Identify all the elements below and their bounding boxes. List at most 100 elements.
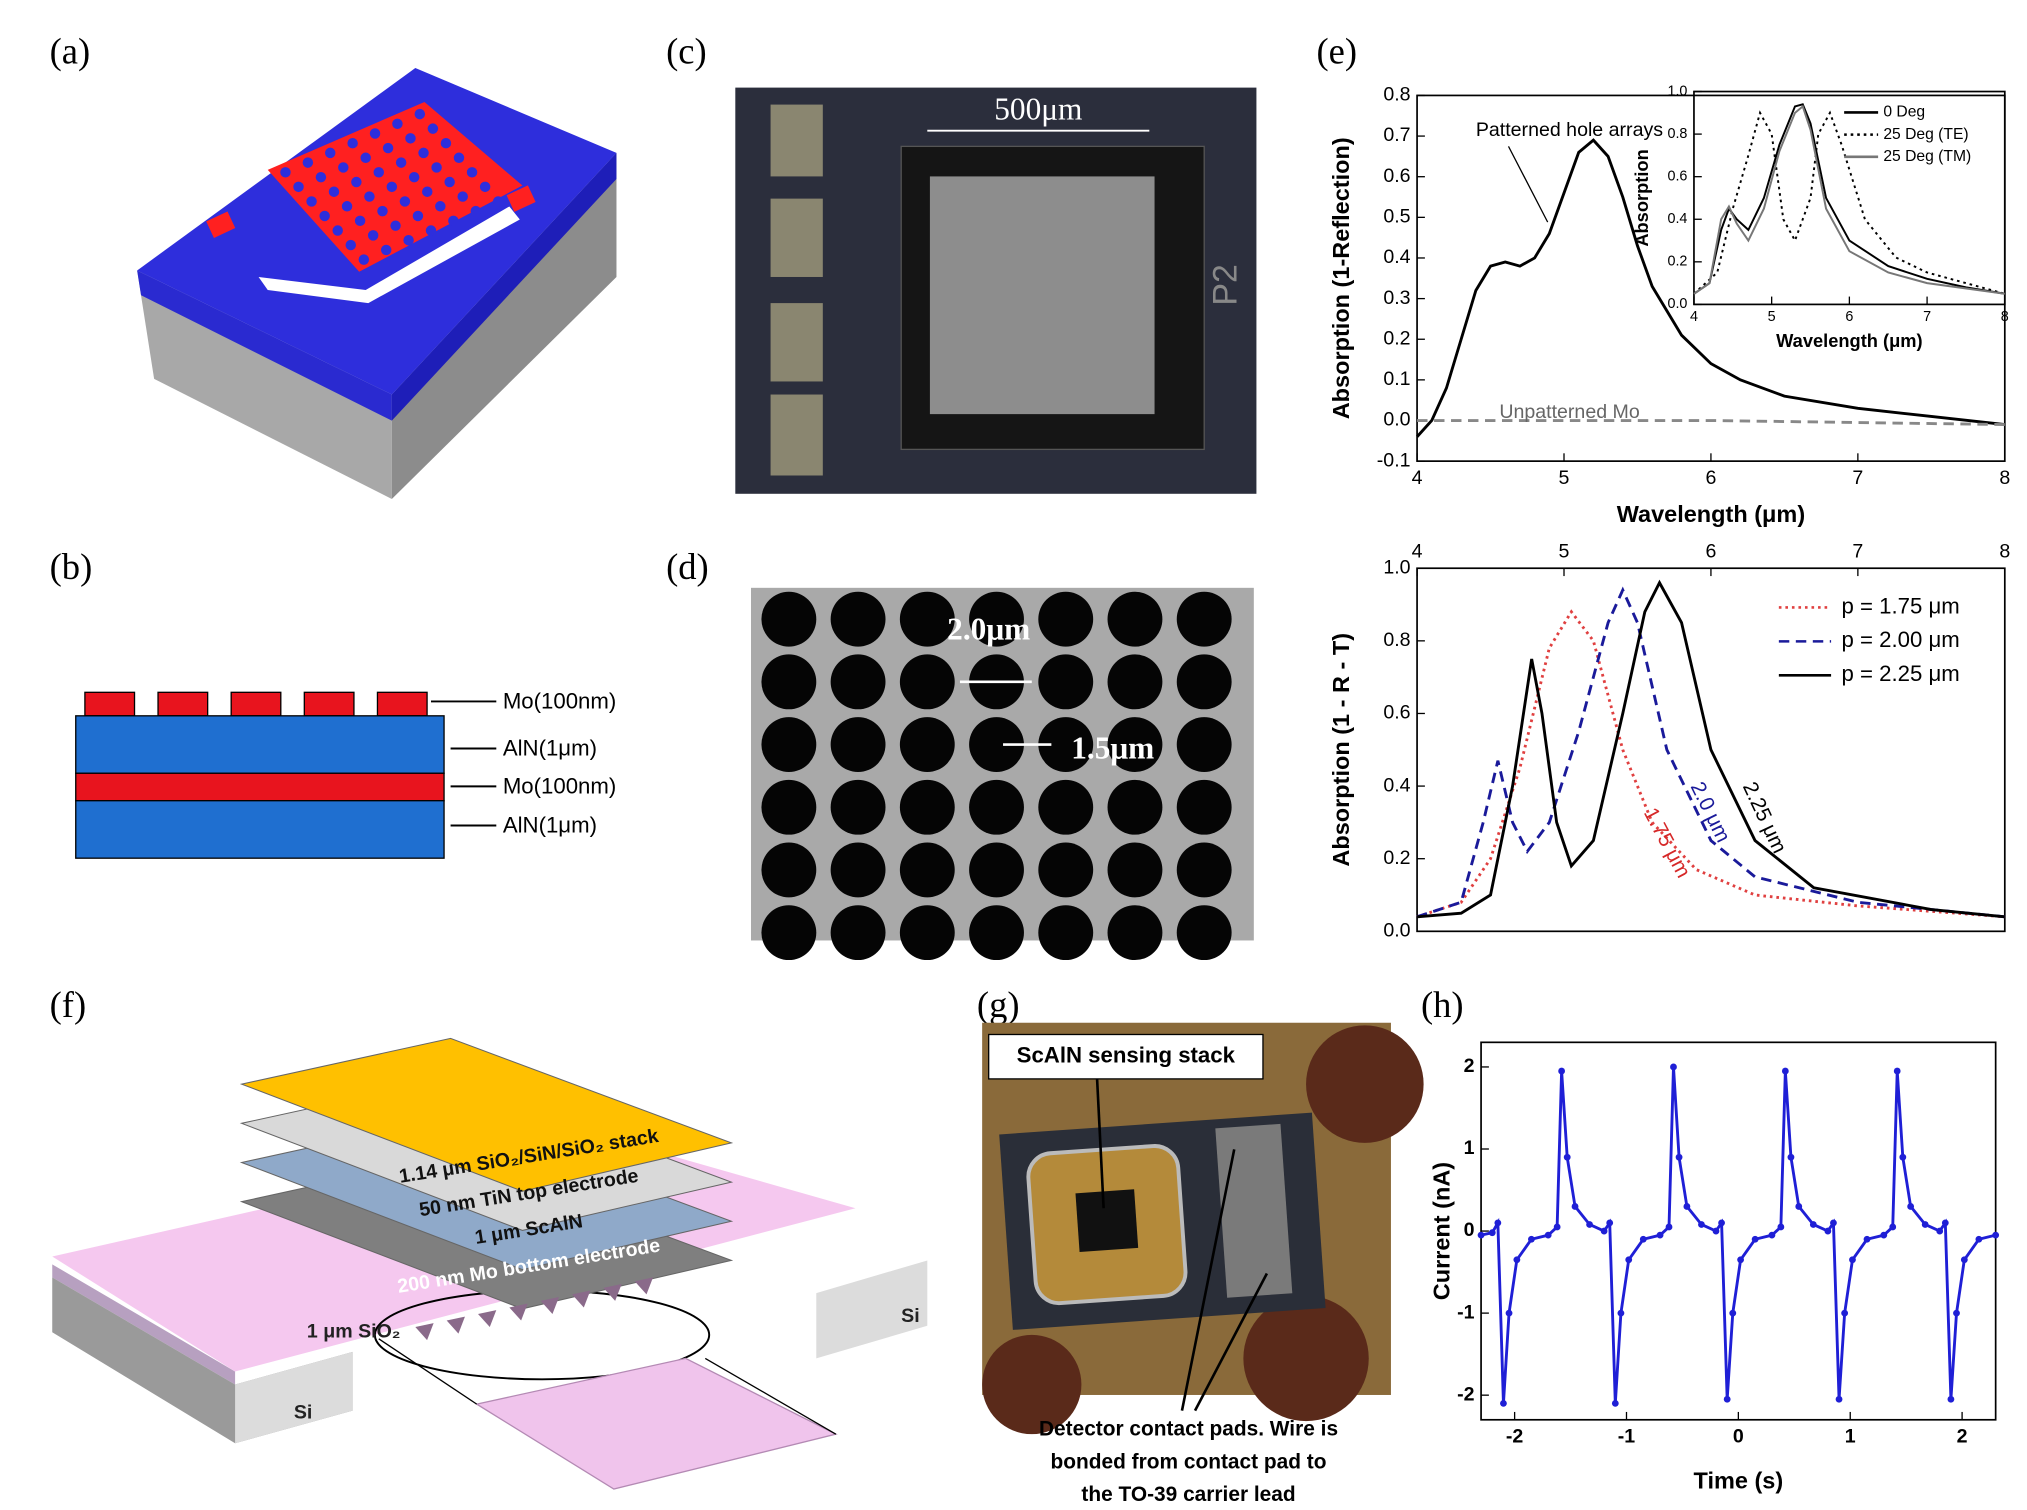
hole [969,779,1024,835]
layer-label: AlN(1μm) [503,813,597,838]
cavity [415,1323,434,1341]
hole [899,654,955,710]
mo-bump [84,691,136,717]
pad [770,198,823,277]
cavity [446,1316,465,1334]
y-tick-label: 0.0 [1667,296,1687,312]
callout-box [988,1033,1264,1080]
data-point [1975,1235,1983,1243]
series-line [1417,419,2005,427]
hole [453,152,465,163]
hole [830,905,886,961]
series-annotation: Patterned hole arrays [1476,119,1663,141]
stack-layer [239,1037,734,1192]
x-tick-label: 5 [1559,467,1570,489]
zoom-membrane [474,1357,838,1490]
hole [899,905,955,961]
hole [444,176,455,188]
data-point [1907,1203,1915,1210]
series-line [1416,609,2005,919]
hole [761,591,817,647]
hole [1176,654,1232,710]
y-axis-label: Absorption (1-Reflection) [1328,137,1354,419]
hole [386,181,398,193]
y-tick-label: 1.0 [1383,556,1410,578]
panel-label: (g) [977,984,1020,1025]
cavity [572,1290,591,1308]
pad [770,394,823,476]
curve-annotation: 2.25 μm [1738,778,1791,856]
hole [425,225,437,236]
callout-text: ScAlN sensing stack [1017,1043,1236,1068]
hole [830,591,886,647]
pad [770,303,823,382]
hole [1038,591,1094,647]
hole [341,201,353,212]
data-point [1737,1256,1744,1264]
data-point [1768,1231,1776,1239]
series-line [1416,138,2005,438]
hole [373,167,384,178]
y-tick-label: 0.0 [1383,919,1410,941]
data-point [1941,1219,1949,1227]
data-point [1656,1231,1664,1239]
y-tick-label: 2 [1464,1055,1475,1077]
hole [358,254,370,265]
hole [761,779,817,835]
hole [293,181,304,193]
y-tick-label: -2 [1457,1383,1475,1405]
x-tick-label: 6 [1845,309,1853,325]
x-tick-label: 4 [1690,309,1698,325]
callout-arrow [1193,1272,1269,1412]
data-point [1500,1399,1507,1407]
mo-bump [230,691,282,717]
hole [1107,717,1163,772]
membrane-edge [52,1264,236,1385]
data-point [1494,1219,1502,1227]
y-tick-label: 0.8 [1383,629,1410,651]
hole [403,235,414,246]
x-tick-label: 4 [1412,467,1423,489]
hole [390,220,401,231]
hole [1107,779,1163,835]
panel-label: (f) [50,984,87,1025]
series-line [1693,104,2005,295]
hole [1176,842,1232,898]
y-tick-label: 0.6 [1667,168,1687,184]
marking: P2 [1207,264,1245,306]
hole [405,133,416,144]
photo: ScAlN sensing stack Detector contact pad… [982,1022,1424,1506]
panel-label: (d) [666,546,709,587]
y-tick-label: 0.2 [1383,847,1410,869]
hole [457,191,468,202]
panel-label: (e) [1317,30,1358,71]
lead-socket [982,1334,1082,1435]
data-point [1953,1309,1960,1317]
plot-frame [1693,90,2006,306]
data-point [1505,1309,1513,1317]
x-tick-label: 5 [1559,541,1570,563]
hole [830,654,886,710]
cavity [509,1303,528,1321]
pad [506,185,536,212]
data-point [1849,1256,1856,1264]
hole [412,210,424,222]
membrane [929,176,1155,415]
series-line [1416,579,2005,919]
sensing-stack [1075,1189,1139,1253]
y-tick-label: 0 [1464,1219,1475,1241]
hole [492,196,504,207]
data-point [1787,1153,1795,1161]
lead-socket [1306,1025,1424,1143]
y-axis-label: Current (nA) [1428,1162,1454,1300]
device-render [137,68,617,500]
hole [899,779,955,835]
panel-label: (b) [50,546,93,587]
data-point [1571,1203,1579,1210]
hole [448,215,459,227]
layer-stack: Mo(100nm) AlN(1μm) Mo(100nm) AlN(1μm) [75,689,616,859]
hole [761,654,817,710]
hole [408,171,420,183]
mo-bump [303,691,355,717]
data-point [1795,1203,1803,1210]
